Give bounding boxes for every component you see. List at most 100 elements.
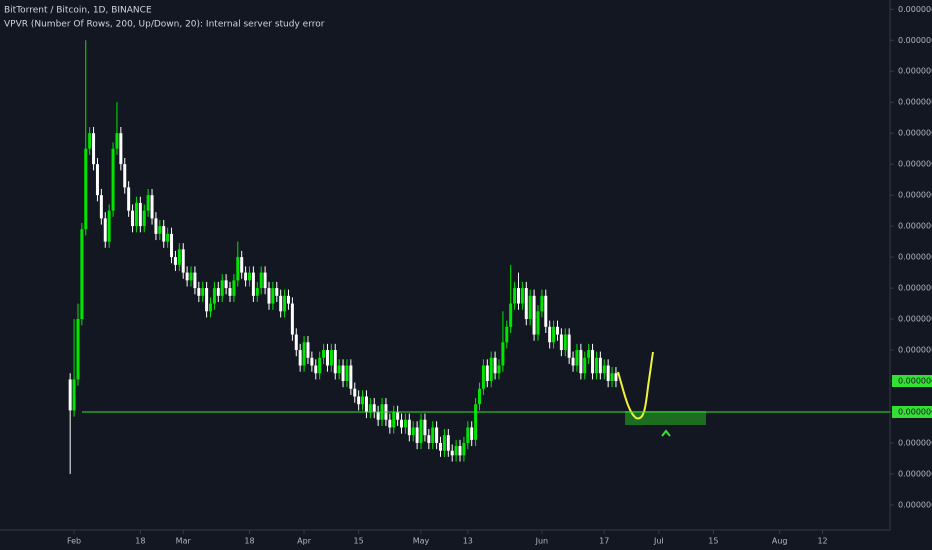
y-tick-label: 0.00000016 [898,346,932,355]
candle-body [583,357,587,374]
candle-body [579,350,583,374]
x-tick-label: 15 [354,537,364,546]
y-tick-label: 0.00000006 [898,500,932,509]
candle-body [431,427,435,443]
candle-body [134,202,138,227]
y-tick-label: 0.00000010 [898,438,932,447]
chart-title: BitTorrent / Bitcoin, 1D, BINANCE [4,6,152,16]
candle-body [166,233,170,242]
candle-body [107,210,111,242]
candle-body [88,133,92,149]
candle-body [177,249,181,265]
candle-body [158,226,162,234]
candle-body [540,295,544,312]
candle-body [263,272,267,289]
candle-body [271,288,275,304]
candle-body [185,272,189,281]
candle-body [322,350,326,358]
candle-body [162,226,166,242]
y-tick-label: 0.00000028 [898,160,932,169]
candle-body [205,288,209,312]
candle-body [415,427,419,443]
candle-body [103,218,107,242]
candle-body [349,365,353,389]
candle-body [361,396,365,405]
candle-body [606,365,610,382]
candle-body [524,288,528,320]
candle-body [138,202,142,227]
y-tick-label: 0.00000024 [898,222,932,231]
candle-body [520,288,524,304]
candle-body [474,404,478,440]
candle-body [209,303,213,312]
candle-body [458,446,462,456]
candle-body [407,419,411,436]
candle-body [236,257,240,281]
candle-body [516,288,520,304]
candle-body [427,435,431,443]
caret-marker [661,429,671,437]
candle-body [275,288,279,296]
candle-body [497,365,501,374]
candle-body [493,357,497,374]
candle-body [212,288,216,304]
x-tick-label: Feb [67,537,81,546]
candle-body [571,357,575,366]
candle-body [450,450,454,456]
candle-body [259,272,263,289]
y-tick-label: 0.00000008 [898,469,932,478]
candle-body [80,229,84,320]
x-tick-label: 17 [599,537,609,546]
price-label-box [892,375,932,388]
candle-body [244,272,248,281]
candle-body [216,288,220,296]
candle-body [587,350,591,358]
candle-body [127,187,131,211]
candle-body [279,295,283,312]
price-label-box [892,405,932,418]
x-tick-label: Aug [772,537,788,546]
candle-body [513,288,517,304]
y-tick-label: 0.00000026 [898,191,932,200]
y-tick-label: 0.00000032 [898,98,932,107]
candle-body [392,411,396,428]
candle-body [435,427,439,443]
candle-body [341,365,345,382]
candle-body [345,365,349,382]
candle-body [481,365,485,389]
candle-body [76,319,80,380]
x-tick-label: 18 [244,537,254,546]
candle-body [333,350,337,374]
candle-body [614,373,618,382]
candle-body [442,435,446,451]
x-tick-label: 18 [135,537,145,546]
candle-body [372,404,376,412]
candle-body [353,388,357,397]
candle-body [286,295,290,304]
candle-body [364,396,368,412]
candle-body [283,295,287,312]
candle-body [485,365,489,382]
candle-body [111,148,115,211]
candle-body [189,272,193,281]
candle-body [419,419,423,443]
candle-body [310,357,314,366]
candle-body [224,280,228,289]
candle-body [150,195,154,219]
candle-body [240,257,244,273]
candle-body [201,288,205,296]
candle-body [509,303,513,327]
candle-body [567,334,571,358]
x-tick-label: Jun [535,537,549,546]
candle-body [95,164,99,196]
y-tick-label: 0.00000022 [898,253,932,262]
candle-body [298,350,302,366]
candle-body [267,288,271,304]
candle-body [470,427,474,440]
y-tick-label: 0.00000038 [898,5,932,14]
candle-body [544,295,548,327]
candle-body [548,326,552,343]
target-zone [625,411,706,425]
